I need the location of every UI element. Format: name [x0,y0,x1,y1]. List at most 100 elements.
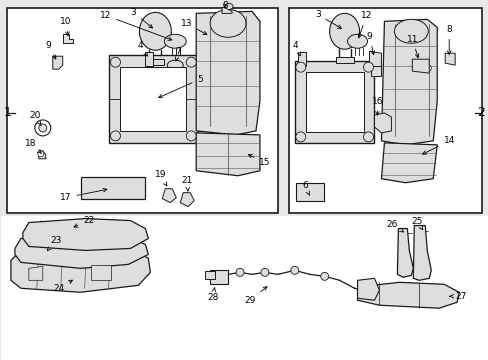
Text: 18: 18 [25,139,41,153]
Polygon shape [381,143,436,183]
Bar [205,271,215,279]
Polygon shape [374,113,390,133]
Text: 17: 17 [60,188,107,202]
Ellipse shape [139,12,171,50]
Polygon shape [357,282,458,308]
Polygon shape [15,234,148,268]
Ellipse shape [421,65,425,71]
Bar [295,183,323,201]
Ellipse shape [295,132,305,142]
Ellipse shape [347,34,367,48]
Text: 9: 9 [45,41,56,59]
Text: 28: 28 [207,287,218,302]
Ellipse shape [290,266,298,274]
Ellipse shape [394,19,427,43]
Text: 5: 5 [159,75,203,98]
Ellipse shape [110,57,120,67]
Ellipse shape [363,62,373,72]
Text: 7: 7 [175,47,181,61]
Text: 2: 2 [476,107,484,120]
Text: 12: 12 [100,11,171,40]
Polygon shape [108,55,198,143]
Text: 20: 20 [29,112,41,126]
Text: 4: 4 [292,41,300,56]
Polygon shape [412,225,430,280]
Ellipse shape [423,65,427,71]
Text: 26: 26 [386,220,403,232]
Polygon shape [381,19,436,145]
Ellipse shape [186,57,196,67]
Polygon shape [53,56,62,69]
Text: 21: 21 [181,176,193,191]
Text: 25: 25 [411,217,422,230]
Polygon shape [369,51,381,69]
Bar [297,52,305,66]
Ellipse shape [427,65,430,71]
Polygon shape [196,133,260,176]
Bar [146,59,164,65]
Text: 24: 24 [53,280,72,293]
Text: 9: 9 [366,32,374,55]
Polygon shape [222,8,232,13]
Text: 6: 6 [301,181,309,195]
Ellipse shape [164,34,186,48]
Bar [288,8,481,213]
Text: 8: 8 [222,1,227,10]
Ellipse shape [363,132,373,142]
Ellipse shape [110,131,120,141]
Bar [81,177,145,199]
Ellipse shape [418,65,423,71]
Bar [210,270,227,284]
Ellipse shape [425,65,428,71]
Polygon shape [397,229,412,277]
Bar [7,8,277,213]
Ellipse shape [186,131,196,141]
Text: 29: 29 [244,287,266,305]
Ellipse shape [295,62,305,72]
Bar [145,52,153,66]
Polygon shape [294,61,374,143]
Polygon shape [120,67,186,131]
Text: 3: 3 [314,10,341,28]
Ellipse shape [210,9,245,37]
Ellipse shape [320,273,328,280]
Polygon shape [90,265,110,280]
Text: 19: 19 [154,170,166,186]
Polygon shape [39,151,46,159]
Polygon shape [371,66,381,76]
Bar [1,216,487,360]
Ellipse shape [38,151,44,157]
Polygon shape [196,12,260,135]
Polygon shape [29,266,43,280]
Polygon shape [444,53,454,65]
Polygon shape [62,34,73,43]
Ellipse shape [329,13,359,49]
Polygon shape [11,244,150,292]
Ellipse shape [224,3,233,9]
Text: 1: 1 [4,107,12,120]
Ellipse shape [167,60,183,70]
Text: 14: 14 [422,136,454,154]
Ellipse shape [39,124,47,132]
Polygon shape [411,59,428,73]
Text: 10: 10 [60,17,71,36]
Text: 4: 4 [137,41,147,56]
Polygon shape [162,189,176,203]
Text: 23: 23 [47,236,61,251]
Polygon shape [305,72,363,132]
Bar [335,57,353,63]
Text: 11: 11 [406,35,418,58]
Polygon shape [180,193,194,207]
Text: 3: 3 [130,8,152,28]
Ellipse shape [35,120,51,136]
Polygon shape [23,219,148,251]
Text: 12: 12 [358,11,371,38]
Text: 15: 15 [248,154,270,167]
Ellipse shape [236,268,244,276]
Polygon shape [357,278,379,300]
Text: 22: 22 [74,216,94,227]
Ellipse shape [261,268,268,276]
Text: 8: 8 [446,25,451,54]
Text: 13: 13 [180,19,206,35]
Text: 27: 27 [449,292,466,301]
